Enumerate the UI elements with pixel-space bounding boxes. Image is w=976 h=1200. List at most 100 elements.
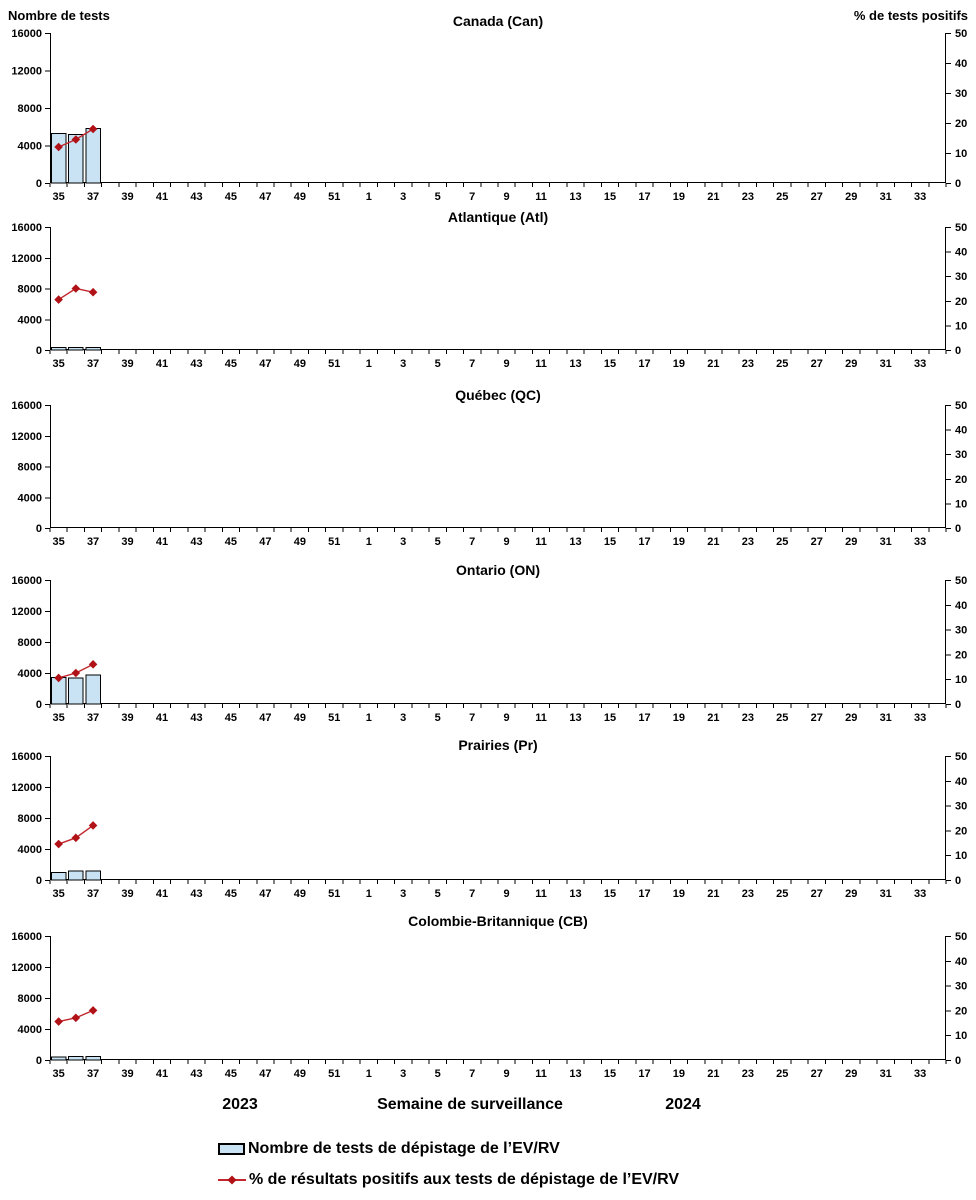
- x-week-tick-label: 27: [811, 712, 823, 724]
- x-axis-year-2024-label: 2024: [665, 1096, 701, 1113]
- y-right-tick-label: 20: [955, 825, 967, 837]
- y-right-tick-label: 30: [955, 271, 967, 283]
- x-week-tick-label: 25: [776, 1068, 788, 1080]
- y-left-tick-label: 12000: [11, 606, 42, 618]
- x-week-tick-label: 17: [638, 358, 650, 370]
- x-week-tick-label: 51: [328, 536, 340, 548]
- x-week-tick-label: 43: [190, 536, 202, 548]
- x-week-tick-label: 17: [638, 1068, 650, 1080]
- y-left-tick-label: 8000: [18, 284, 42, 296]
- x-week-tick-label: 45: [225, 191, 237, 203]
- x-week-tick-label: 1: [366, 536, 372, 548]
- x-week-tick-label: 45: [225, 1068, 237, 1080]
- x-week-tick-label: 25: [776, 358, 788, 370]
- x-week-tick-label: 29: [845, 712, 857, 724]
- y-left-tick-label: 12000: [11, 253, 42, 265]
- y-right-tick-label: 40: [955, 776, 967, 788]
- x-week-tick-label: 31: [880, 358, 892, 370]
- y-left-tick-label: 12000: [11, 962, 42, 974]
- x-week-tick-label: 23: [742, 888, 754, 900]
- x-week-tick-label: 23: [742, 358, 754, 370]
- tests-bar-week-36: [68, 346, 84, 351]
- y-right-tick-label: 40: [955, 247, 967, 259]
- x-week-tick-label: 13: [569, 1068, 581, 1080]
- x-week-tick-label: 3: [400, 888, 406, 900]
- x-week-tick-label: 3: [400, 536, 406, 548]
- x-week-tick-label: 9: [504, 888, 510, 900]
- x-week-tick-label: 47: [259, 888, 271, 900]
- positivity-marker-week-36: [71, 833, 81, 843]
- y-right-tick-label: 40: [955, 600, 967, 612]
- y-left-tick-label: 16000: [11, 222, 42, 234]
- x-week-tick-label: 19: [673, 536, 685, 548]
- x-week-tick-label: 27: [811, 888, 823, 900]
- x-week-tick-label: 31: [880, 1068, 892, 1080]
- y-right-tick-label: 50: [955, 751, 967, 763]
- y-right-tick-label: 20: [955, 649, 967, 661]
- x-week-tick-label: 31: [880, 712, 892, 724]
- x-week-tick-label: 15: [604, 888, 616, 900]
- y-right-tick-label: 50: [955, 400, 967, 412]
- x-week-tick-label: 1: [366, 191, 372, 203]
- x-week-tick-label: 37: [87, 1068, 99, 1080]
- y-right-tick-label: 0: [955, 699, 961, 711]
- tests-bar-week-35: [50, 1056, 67, 1061]
- x-week-tick-label: 7: [469, 712, 475, 724]
- y-right-tick-label: 10: [955, 148, 967, 160]
- x-week-tick-label: 21: [707, 191, 719, 203]
- y-right-tick-label: 0: [955, 178, 961, 190]
- x-week-tick-label: 11: [535, 536, 547, 548]
- x-week-tick-label: 37: [87, 712, 99, 724]
- x-week-tick-label: 33: [914, 358, 926, 370]
- y-left-tick-label: 16000: [11, 400, 42, 412]
- diamond-marker-icon: [227, 1175, 237, 1185]
- y-right-tick-label: 50: [955, 931, 967, 943]
- positivity-marker-week-37: [88, 821, 98, 830]
- y-left-tick-label: 12000: [11, 782, 42, 794]
- chart-title: Colombie-Britannique (CB): [408, 913, 588, 929]
- chart-colombie-britannique: Colombie-Britannique (CB) 0 4000 8000 12000 1…: [11, 913, 967, 1080]
- legend-item-tests-label: Nombre de tests de dépistage de l’EV/RV: [248, 1140, 560, 1157]
- y-left-tick-label: 16000: [11, 28, 42, 40]
- x-week-tick-label: 3: [400, 1068, 406, 1080]
- x-week-tick-label: 31: [880, 191, 892, 203]
- x-week-tick-label: 19: [673, 358, 685, 370]
- tests-bar-week-35: [50, 871, 67, 881]
- y-right-tick-label: 0: [955, 345, 961, 357]
- left-axis-title: Nombre de tests: [8, 8, 110, 23]
- x-week-tick-label: 43: [190, 191, 202, 203]
- x-week-tick-label: 41: [156, 358, 168, 370]
- x-week-tick-label: 41: [156, 191, 168, 203]
- y-right-tick-label: 30: [955, 449, 967, 461]
- x-week-tick-label: 17: [638, 712, 650, 724]
- y-right-tick-label: 20: [955, 296, 967, 308]
- right-axis-title: % de tests positifs: [853, 8, 968, 23]
- x-week-tick-label: 29: [845, 536, 857, 548]
- tests-bar-week-36: [68, 133, 84, 184]
- x-week-tick-label: 5: [435, 712, 441, 724]
- x-week-tick-label: 13: [569, 712, 581, 724]
- positivity-marker-week-36: [71, 284, 81, 293]
- positivity-marker-week-37: [88, 660, 98, 669]
- x-week-tick-label: 37: [87, 536, 99, 548]
- x-week-tick-label: 35: [52, 191, 64, 203]
- y-left-tick-label: 8000: [18, 993, 42, 1005]
- x-week-tick-label: 51: [328, 1068, 340, 1080]
- x-week-tick-label: 41: [156, 712, 168, 724]
- tests-bar-week-37: [85, 128, 101, 184]
- y-left-tick-label: 4000: [18, 314, 42, 326]
- x-week-tick-label: 11: [535, 1068, 547, 1080]
- x-week-tick-label: 7: [469, 358, 475, 370]
- x-week-tick-label: 13: [569, 358, 581, 370]
- positivity-marker-week-35: [54, 295, 63, 304]
- x-week-tick-label: 25: [776, 888, 788, 900]
- x-week-tick-label: 5: [435, 358, 441, 370]
- x-week-tick-label: 39: [121, 191, 133, 203]
- y-right-tick-label: 50: [955, 222, 967, 234]
- tests-bar-week-37: [85, 346, 101, 351]
- x-week-tick-label: 13: [569, 888, 581, 900]
- y-right-tick-label: 40: [955, 425, 967, 437]
- x-week-tick-label: 3: [400, 191, 406, 203]
- legend-item-tests: Nombre de tests de dépistage de l’EV/RV: [218, 1138, 958, 1160]
